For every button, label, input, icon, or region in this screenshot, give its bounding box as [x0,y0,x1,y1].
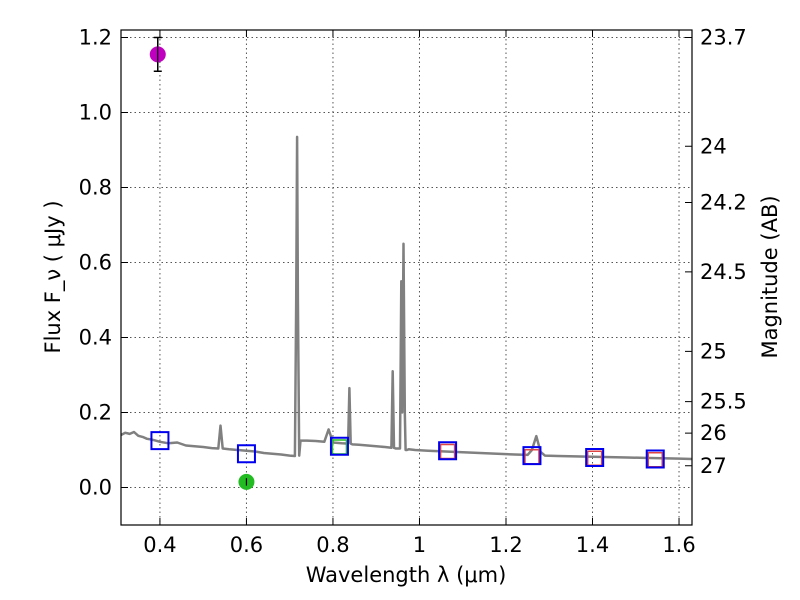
model-photometry-box [329,436,349,456]
mag-tick-label: 26 [700,421,727,445]
mag-tick-label: 25 [700,339,727,363]
x-axis-label: Wavelength λ (μm) [306,563,507,587]
y-tick-label: 0.6 [79,251,112,275]
x-tick-label: 0.8 [316,533,349,557]
mag-tick-label: 24 [700,134,727,158]
model-photometry-box [522,446,542,466]
model-photometry-box [438,441,458,461]
mag-tick-label: 24.2 [700,191,747,215]
model-photometry-box [150,431,170,451]
x-tick-label: 0.6 [230,533,263,557]
spectrum-layer [120,135,693,461]
plot-frame [120,29,693,526]
measured-points-layer [149,36,255,490]
y2-axis-label: Magnitude (AB) [758,195,782,358]
mag-tick-label: 27 [700,454,727,478]
y-tick-label: 1.2 [79,26,112,50]
y-tick-label: 0.8 [79,176,112,200]
inner-marker [586,450,603,466]
inner-marker [647,452,663,468]
inner-marker [524,449,540,465]
x-tick-label: 0.4 [143,533,176,557]
model-photometry-layer [150,431,665,469]
mag-tick-label: 25.5 [700,390,747,414]
axis-ticks: 0.4 0.6 0.8 1 1.2 1.4 1.6 0.0 0.2 0.4 0.6 0.8 1.0 1.2… [79,26,747,558]
mag-tick-label: 23.7 [700,26,747,50]
y-tick-label: 0.4 [79,326,112,350]
grid-lines [121,30,692,525]
y-tick-label: 0.0 [79,476,112,500]
spectrum-line [120,135,693,461]
y-tick-label: 0.2 [79,401,112,425]
model-photometry-box [585,448,605,467]
x-tick-label: 1 [413,533,426,557]
x-tick-label: 1.2 [489,533,522,557]
x-tick-label: 1.4 [576,533,609,557]
y-axis-label: Flux F_ν ( μJy ) [41,200,66,353]
plot-frame-border [120,29,693,526]
model-photometry-box [645,449,665,469]
y-tick-label: 1.0 [79,101,112,125]
x-tick-label: 1.6 [662,533,695,557]
mag-tick-label: 24.5 [700,260,747,284]
model-photometry-box [236,444,256,464]
